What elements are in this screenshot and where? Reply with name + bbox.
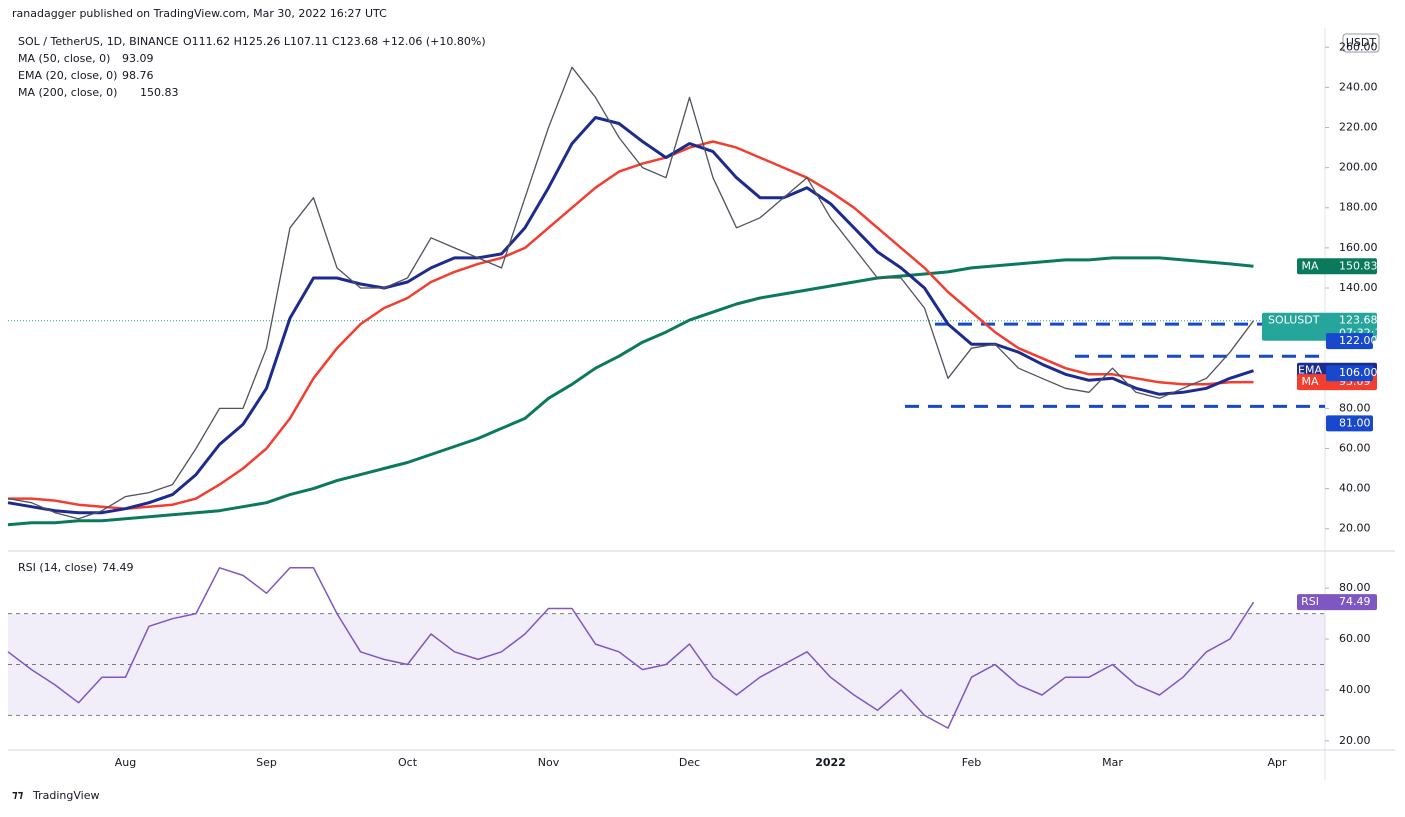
legend-value: 74.49 [102, 561, 134, 574]
y-tick-label: 260.00 [1339, 40, 1378, 53]
y-tick-label: 60.00 [1339, 632, 1371, 645]
axis-tag-label: MA [1301, 375, 1318, 388]
axis-tag-box [1297, 594, 1377, 611]
axis-tag-label: MA [1301, 259, 1318, 272]
y-tick-label: 200.00 [1339, 161, 1378, 174]
level-tag-box [1326, 333, 1373, 350]
footer: TradingView [32, 789, 99, 802]
legend-value: 98.76 [122, 69, 154, 82]
x-tick-label: Feb [962, 756, 981, 769]
x-tick-label: Apr [1267, 756, 1287, 769]
price-tag-value: 123.68 [1339, 314, 1378, 327]
legend-value: 93.09 [122, 52, 154, 65]
x-tick-label: Mar [1102, 756, 1123, 769]
y-tick-label: 40.00 [1339, 482, 1371, 495]
x-tick-label: 2022 [815, 756, 846, 769]
footer-logo: ⁊⁊ [12, 788, 24, 801]
level-tag: 81.00 [1339, 416, 1371, 429]
currency-box [1342, 33, 1380, 53]
y-tick-label: 20.00 [1339, 522, 1371, 535]
series-line [7, 66, 1255, 520]
x-tick-label: Oct [398, 756, 418, 769]
axis-tag-value: 150.83 [1339, 259, 1378, 272]
axis-tag-box [1297, 258, 1377, 275]
currency: USDT [1346, 36, 1377, 49]
axis-tag-label: EMA [1298, 364, 1322, 377]
legend-name: MA (200, close, 0) [18, 86, 117, 99]
level-tag-box [1326, 365, 1373, 382]
legend-ohlc: O111.62 H125.26 L107.11 C123.68 +12.06 (… [183, 35, 486, 48]
legend-name: EMA (20, close, 0) [18, 69, 117, 82]
x-tick-label: Nov [538, 756, 560, 769]
level-tag-box [1326, 415, 1373, 432]
y-tick-label: 180.00 [1339, 201, 1378, 214]
x-tick-label: Dec [679, 756, 700, 769]
series-line [7, 256, 1254, 527]
legend-name: MA (50, close, 0) [18, 52, 110, 65]
y-tick-label: 240.00 [1339, 80, 1378, 93]
series-line [7, 116, 1254, 515]
publisher: ranadagger published on TradingView.com,… [12, 7, 387, 20]
y-tick-label: 160.00 [1339, 241, 1378, 254]
legend-name: RSI (14, close) [18, 561, 97, 574]
plot: 20.0040.0060.0080.00100.00120.00140.0016… [7, 35, 1388, 769]
y-tick-label: 60.00 [1339, 441, 1371, 454]
series-line [7, 567, 1255, 729]
y-tick-label: 220.00 [1339, 121, 1378, 134]
axis-tag-value: 74.49 [1339, 595, 1371, 608]
y-tick-label: 80.00 [1339, 401, 1371, 414]
y-tick-label: 140.00 [1339, 281, 1378, 294]
axis-tag-label: RSI [1301, 595, 1319, 608]
y-tick-label: 20.00 [1339, 734, 1371, 747]
price-tag-name: SOLUSDT [1268, 314, 1320, 327]
legend-title: SOL / TetherUS, 1D, BINANCE [18, 35, 179, 48]
x-tick-label: Sep [256, 756, 277, 769]
series-line [8, 140, 1254, 510]
level-tag: 106.00 [1339, 366, 1378, 379]
x-tick-label: Aug [115, 756, 136, 769]
y-tick-label: 40.00 [1339, 683, 1371, 696]
level-tag: 122.00 [1339, 334, 1378, 347]
y-tick-label: 80.00 [1339, 581, 1371, 594]
legend-value: 150.83 [140, 86, 179, 99]
